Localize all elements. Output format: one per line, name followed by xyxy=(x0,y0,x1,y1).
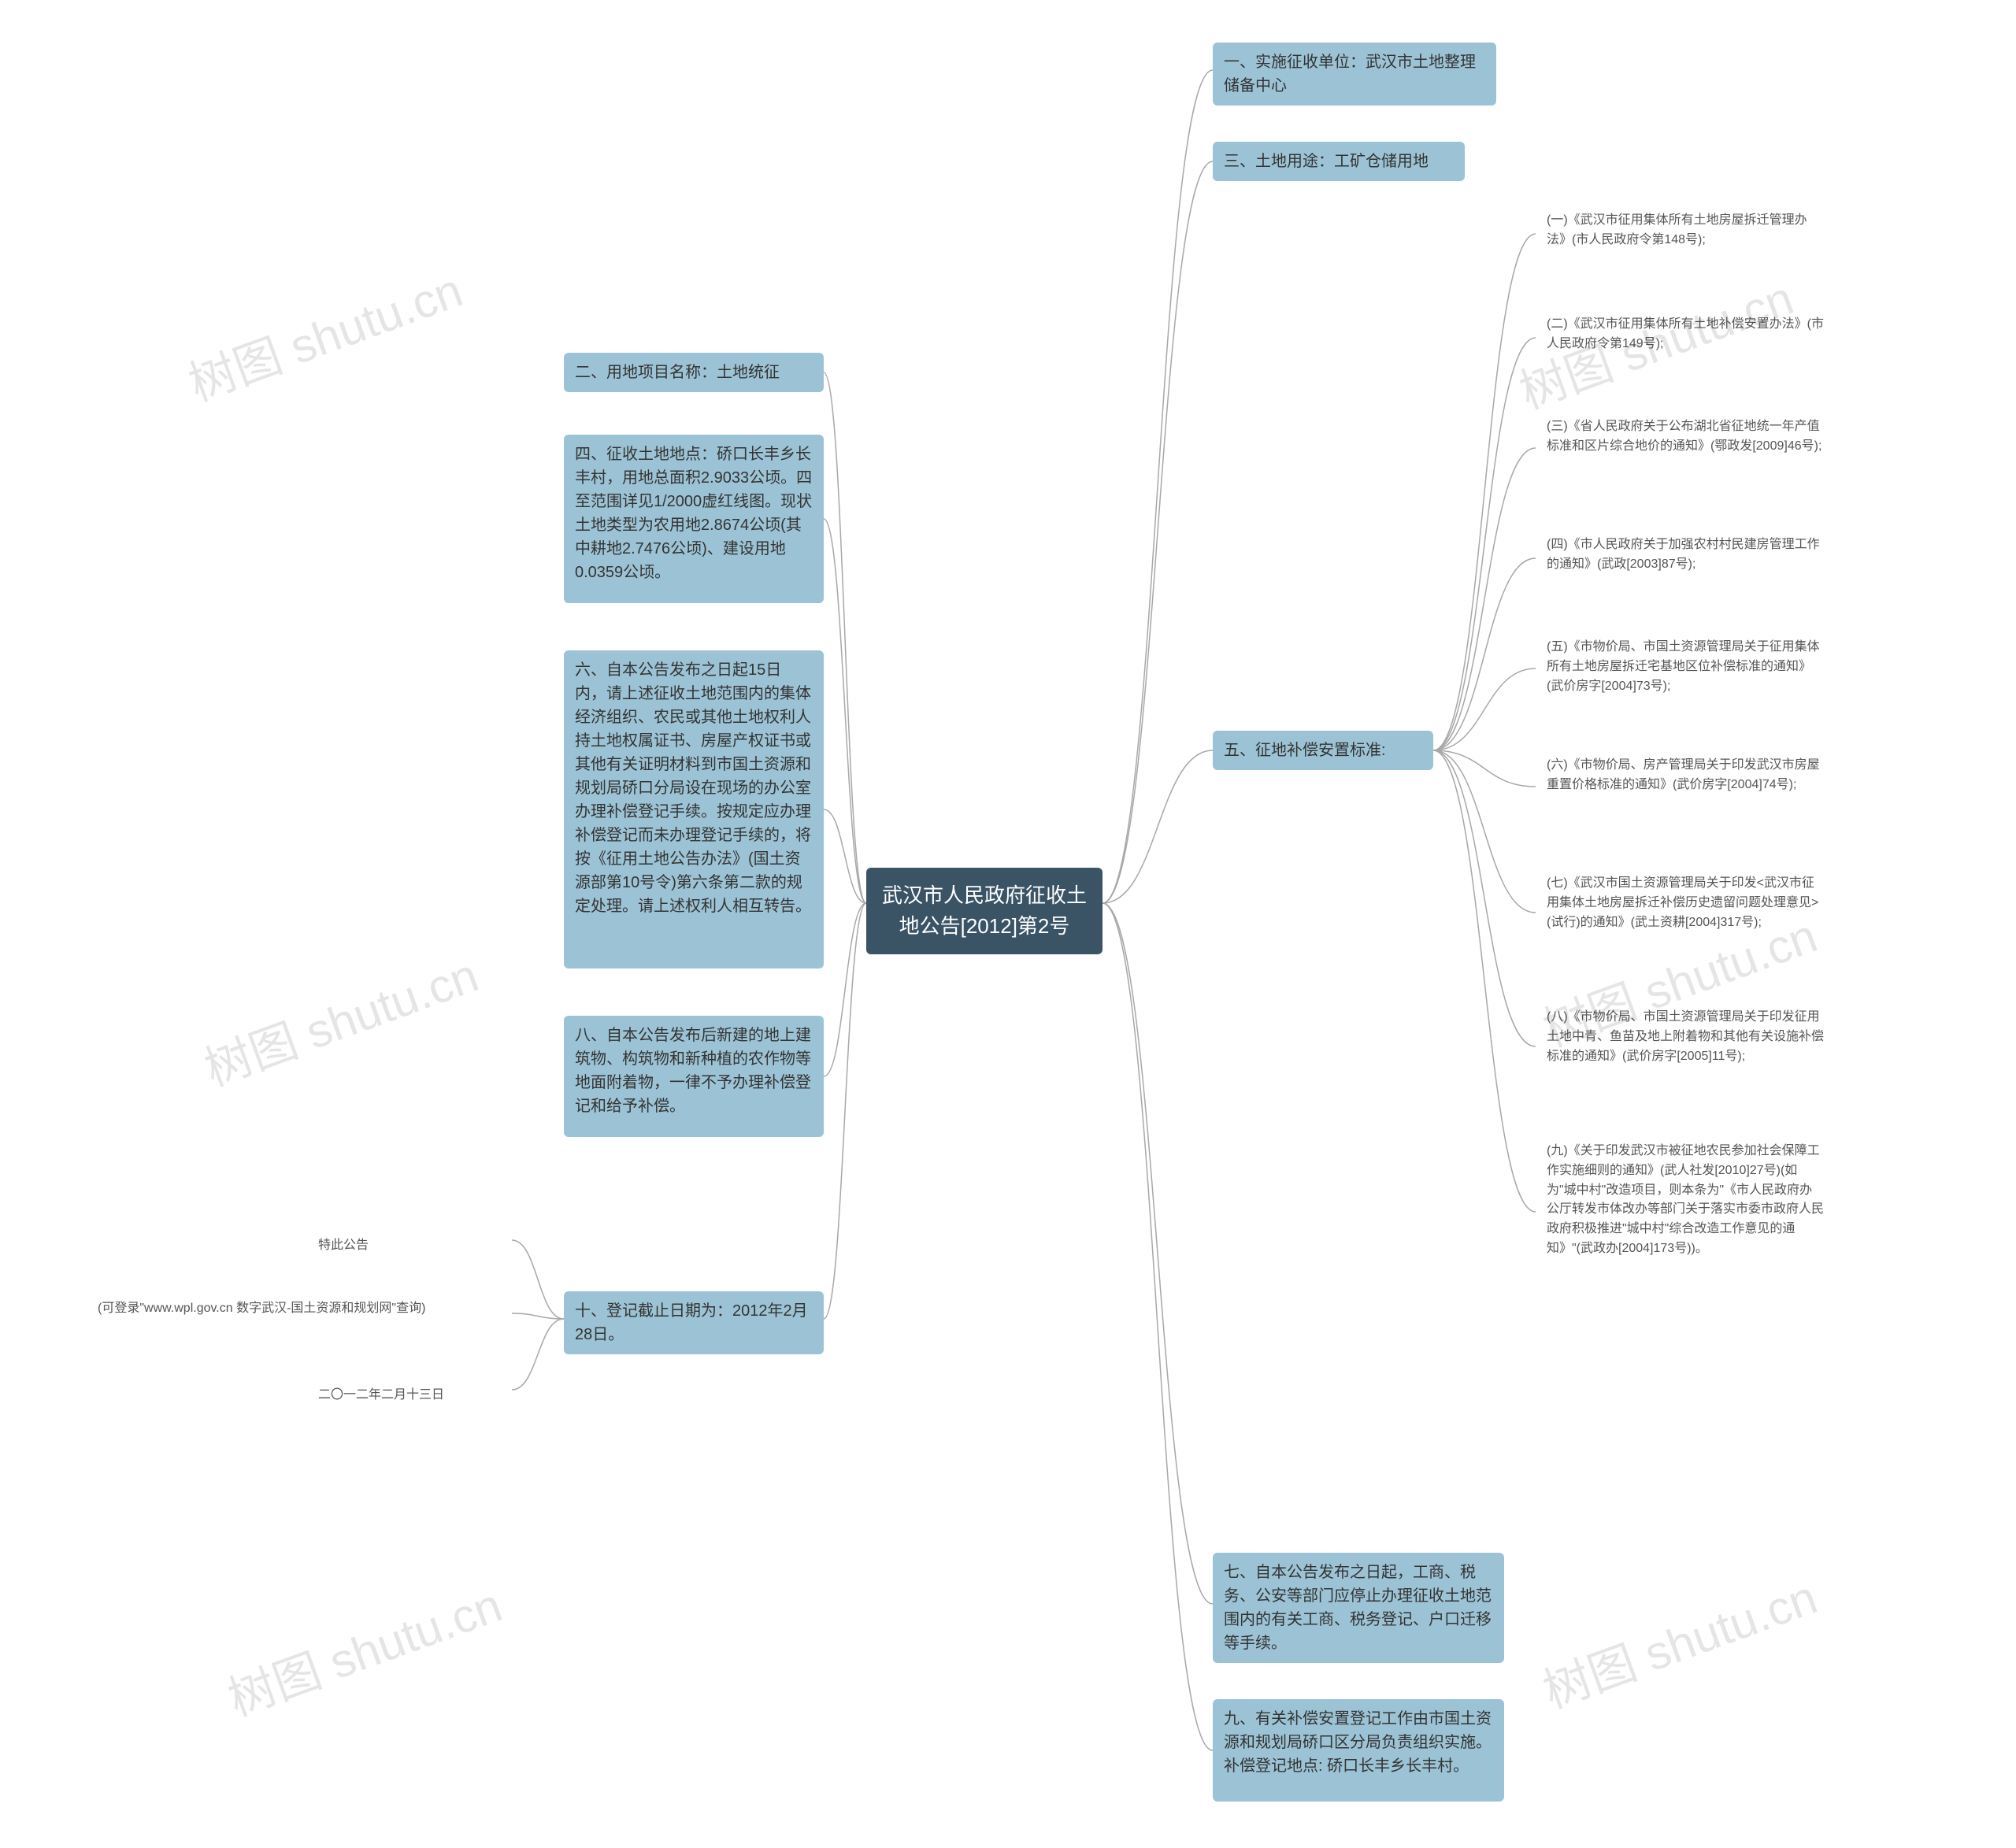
right-n5-child-8: (八)《市物价局、市国土资源管理局关于印发征用土地中青、鱼苗及地上附着物和其他有… xyxy=(1536,1000,1835,1093)
right-n5-child-6: (六)《市物价局、房产管理局关于印发武汉市房屋重置价格标准的通知》(武价房字[2… xyxy=(1536,748,1835,825)
right-n5: 五、征地补偿安置标准: xyxy=(1213,731,1433,770)
right-n1: 一、实施征收单位：武汉市土地整理储备中心 xyxy=(1213,43,1496,106)
right-n5-child-4: (四)《市人民政府关于加强农村村民建房管理工作的通知》(武政[2003]87号)… xyxy=(1536,528,1835,589)
right-n5-child-5: (五)《市物价局、市国土资源管理局关于征用集体所有土地房屋拆迁宅基地区位补偿标准… xyxy=(1536,630,1835,707)
left-n10-child-1: 特此公告 xyxy=(307,1228,512,1264)
left-n10-child-3: 二〇一二年二月十三日 xyxy=(307,1378,512,1413)
right-n9: 九、有关补偿安置登记工作由市国土资源和规划局硚口区分局负责组织实施。补偿登记地点… xyxy=(1213,1699,1504,1802)
left-n10-child-2: (可登录"www.wpl.gov.cn 数字武汉-国土资源和规划网"查询) xyxy=(87,1291,512,1335)
right-n5-child-7: (七)《武汉市国土资源管理局关于印发<武汉市征用集体土地房屋拆迁补偿历史遗留问题… xyxy=(1536,866,1835,959)
watermark: 树图 shutu.cn xyxy=(194,937,486,1099)
left-n10: 十、登记截止日期为：2012年2月28日。 xyxy=(564,1291,824,1354)
right-n3: 三、土地用途：工矿仓储用地 xyxy=(1213,142,1465,181)
center-node: 武汉市人民政府征收土地公告[2012]第2号 xyxy=(866,868,1102,954)
watermark: 树图 shutu.cn xyxy=(217,1567,510,1729)
right-n5-child-3: (三)《省人民政府关于公布湖北省征地统一年产值标准和区片综合地价的通知》(鄂政发… xyxy=(1536,409,1835,487)
left-n2: 二、用地项目名称：土地统征 xyxy=(564,353,824,392)
watermark: 树图 shutu.cn xyxy=(178,252,470,414)
left-n6: 六、自本公告发布之日起15日内，请上述征收土地范围内的集体经济组织、农民或其他土… xyxy=(564,650,824,968)
right-n5-child-1: (一)《武汉市征用集体所有土地房屋拆迁管理办法》(市人民政府令第148号); xyxy=(1536,203,1835,265)
left-n8: 八、自本公告发布后新建的地上建筑物、构筑物和新种植的农作物等地面附着物，一律不予… xyxy=(564,1016,824,1137)
right-n7: 七、自本公告发布之日起，工商、税务、公安等部门应停止办理征收土地范围内的有关工商… xyxy=(1213,1553,1504,1663)
left-n4: 四、征收土地地点：硚口长丰乡长丰村，用地总面积2.9033公顷。四至范围详见1/… xyxy=(564,435,824,603)
watermark: 树图 shutu.cn xyxy=(1532,1559,1825,1721)
right-n5-child-2: (二)《武汉市征用集体所有土地补偿安置办法》(市人民政府令第149号); xyxy=(1536,307,1835,368)
right-n5-child-9: (九)《关于印发武汉市被征地农民参加社会保障工作实施细则的通知》(武人社发[20… xyxy=(1536,1134,1835,1290)
